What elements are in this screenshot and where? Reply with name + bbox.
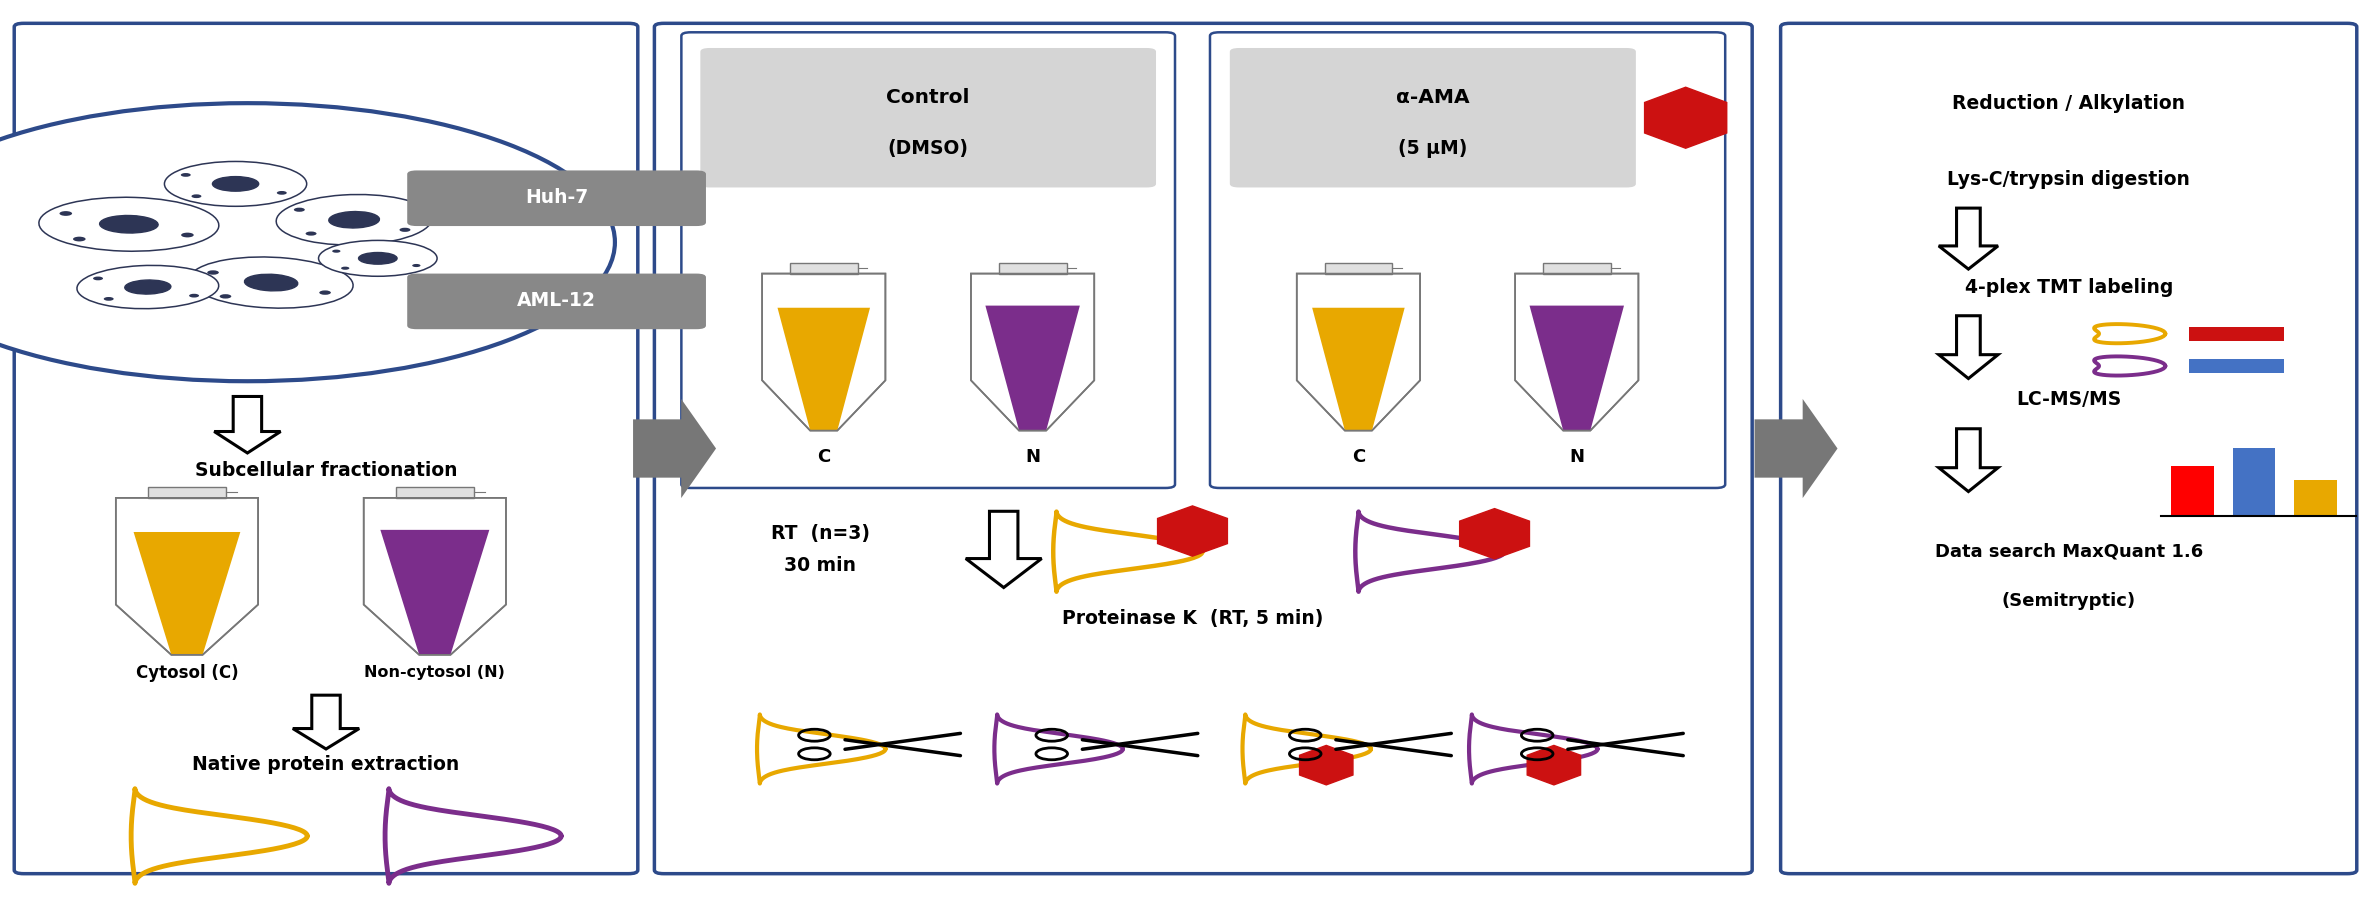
Polygon shape — [147, 487, 225, 498]
Circle shape — [180, 232, 194, 238]
Circle shape — [190, 294, 199, 298]
Text: 30 min: 30 min — [785, 555, 856, 575]
Circle shape — [59, 211, 71, 216]
Circle shape — [332, 249, 341, 253]
Text: Proteinase K  (RT, 5 min): Proteinase K (RT, 5 min) — [1062, 609, 1323, 629]
Text: C: C — [1351, 448, 1366, 466]
Ellipse shape — [126, 280, 171, 294]
Text: Non-cytosol (N): Non-cytosol (N) — [365, 666, 505, 680]
Text: N: N — [1024, 448, 1041, 466]
Polygon shape — [396, 487, 474, 498]
Text: (Semitryptic): (Semitryptic) — [2001, 592, 2136, 610]
Circle shape — [294, 207, 306, 212]
Text: (5 μM): (5 μM) — [1399, 139, 1468, 158]
Text: 4-plex TMT labeling: 4-plex TMT labeling — [1966, 277, 2172, 297]
Text: AML-12: AML-12 — [517, 291, 595, 310]
Polygon shape — [1755, 399, 1838, 498]
Text: Lys-C/trypsin digestion: Lys-C/trypsin digestion — [1947, 170, 2191, 189]
Polygon shape — [1297, 274, 1420, 431]
Polygon shape — [1939, 208, 1999, 269]
Polygon shape — [998, 263, 1067, 274]
Polygon shape — [1157, 506, 1228, 556]
Polygon shape — [1311, 308, 1404, 431]
FancyBboxPatch shape — [408, 170, 707, 226]
Text: LC-MS/MS: LC-MS/MS — [2015, 389, 2122, 409]
Circle shape — [398, 228, 410, 232]
Polygon shape — [761, 274, 884, 431]
Ellipse shape — [164, 161, 306, 206]
Text: Reduction / Alkylation: Reduction / Alkylation — [1951, 93, 2186, 113]
Circle shape — [306, 231, 318, 236]
Text: Data search MaxQuant 1.6: Data search MaxQuant 1.6 — [1935, 543, 2203, 561]
Circle shape — [74, 237, 85, 241]
Ellipse shape — [190, 257, 353, 309]
Polygon shape — [790, 263, 858, 274]
Polygon shape — [379, 530, 488, 655]
Bar — [2172, 466, 2215, 516]
Bar — [2188, 359, 2283, 373]
Ellipse shape — [244, 274, 299, 291]
Circle shape — [192, 195, 202, 198]
Text: Control: Control — [887, 89, 970, 108]
Ellipse shape — [38, 197, 218, 251]
Circle shape — [320, 291, 332, 295]
Text: Cytosol (C): Cytosol (C) — [135, 664, 237, 682]
Text: Subcellular fractionation: Subcellular fractionation — [194, 461, 458, 481]
Polygon shape — [1544, 263, 1610, 274]
Polygon shape — [213, 396, 280, 453]
FancyBboxPatch shape — [699, 48, 1157, 187]
Circle shape — [221, 294, 232, 299]
Bar — [2233, 448, 2276, 516]
Circle shape — [180, 173, 190, 177]
Circle shape — [206, 270, 218, 274]
Polygon shape — [1529, 306, 1624, 431]
Ellipse shape — [213, 177, 258, 191]
Circle shape — [341, 266, 349, 270]
Polygon shape — [1527, 745, 1581, 785]
FancyBboxPatch shape — [1781, 23, 2357, 874]
Polygon shape — [133, 532, 239, 655]
Polygon shape — [986, 306, 1079, 431]
Polygon shape — [1299, 745, 1354, 785]
Ellipse shape — [76, 266, 218, 309]
Polygon shape — [1515, 274, 1638, 431]
Polygon shape — [1325, 263, 1392, 274]
Bar — [2295, 480, 2338, 516]
FancyBboxPatch shape — [654, 23, 1752, 874]
Text: RT  (n=3): RT (n=3) — [771, 524, 870, 544]
Ellipse shape — [318, 240, 436, 276]
Polygon shape — [294, 695, 360, 749]
Polygon shape — [1645, 87, 1726, 148]
Polygon shape — [972, 274, 1095, 431]
Polygon shape — [1461, 509, 1529, 559]
FancyBboxPatch shape — [408, 274, 707, 329]
Text: N: N — [1570, 448, 1584, 466]
Ellipse shape — [100, 215, 159, 233]
FancyBboxPatch shape — [1231, 48, 1636, 187]
Text: C: C — [818, 448, 830, 466]
FancyBboxPatch shape — [680, 32, 1176, 488]
FancyBboxPatch shape — [14, 23, 638, 874]
Bar — [2188, 327, 2283, 341]
Text: Huh-7: Huh-7 — [524, 187, 588, 207]
Ellipse shape — [275, 195, 432, 245]
Polygon shape — [633, 399, 716, 498]
Text: (DMSO): (DMSO) — [887, 139, 970, 158]
Polygon shape — [1939, 316, 1999, 379]
Circle shape — [92, 276, 102, 280]
Polygon shape — [116, 498, 258, 655]
Text: α-AMA: α-AMA — [1397, 89, 1470, 108]
Circle shape — [104, 297, 114, 300]
Polygon shape — [363, 498, 505, 655]
Circle shape — [277, 191, 287, 195]
Ellipse shape — [358, 253, 396, 265]
Polygon shape — [1939, 429, 1999, 492]
FancyBboxPatch shape — [1209, 32, 1726, 488]
Polygon shape — [778, 308, 870, 431]
Circle shape — [413, 264, 420, 267]
Text: Native protein extraction: Native protein extraction — [192, 754, 460, 774]
Circle shape — [0, 103, 614, 381]
Ellipse shape — [330, 212, 379, 228]
Polygon shape — [965, 511, 1041, 588]
